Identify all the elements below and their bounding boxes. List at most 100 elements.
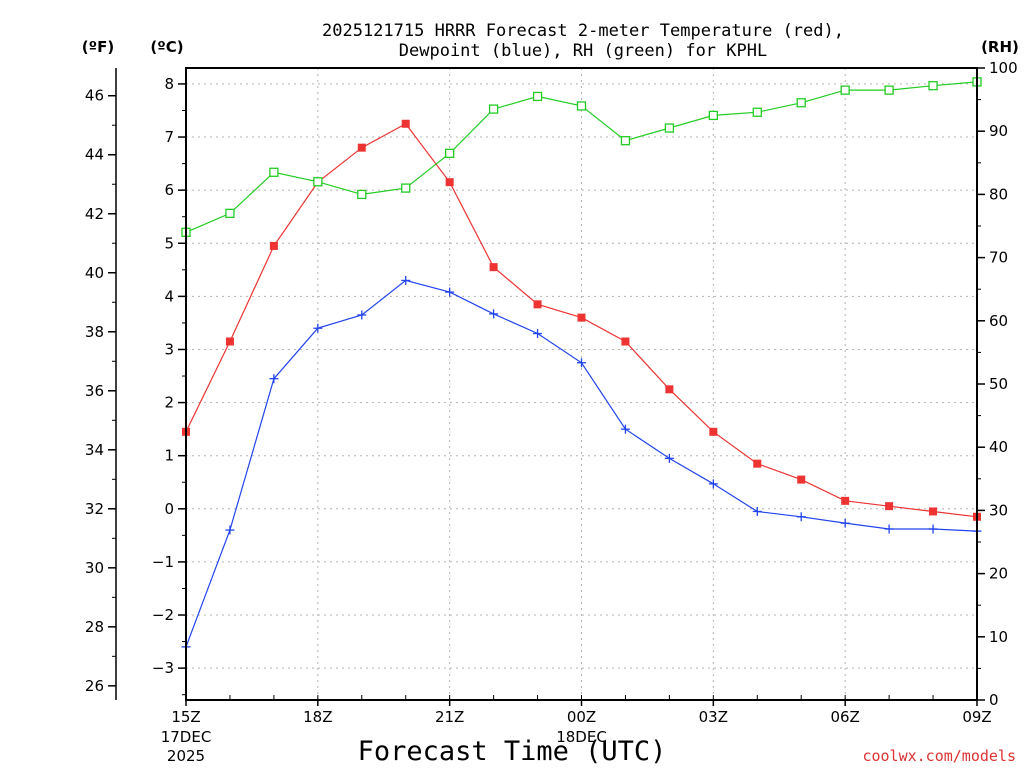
f-tick-label: 34 (85, 441, 104, 459)
dewpoint-point (708, 479, 718, 489)
x-axis-title: Forecast Time (UTC) (358, 736, 667, 767)
chart-title-line2: Dewpoint (blue), RH (green) for KPHL (399, 41, 767, 61)
dewpoint-point (269, 374, 279, 384)
rh-tick-label: 0 (989, 691, 999, 709)
temperature-point (841, 496, 850, 505)
dewpoint-point (620, 424, 630, 434)
c-tick-label: 6 (164, 181, 174, 199)
f-tick-label: 40 (85, 264, 104, 282)
c-tick-label: 7 (164, 128, 174, 146)
rh-point (532, 91, 543, 102)
celsius-unit-label: (ºC) (150, 38, 183, 56)
temperature-point (357, 143, 366, 152)
temperature-point (753, 459, 762, 468)
rh-tick-label: 80 (989, 185, 1008, 203)
c-tick-label: 4 (164, 287, 174, 305)
rh-unit-label: (RH) (981, 38, 1019, 56)
rh-point (225, 208, 235, 219)
temperature-point (885, 502, 894, 511)
dewpoint-point (840, 518, 850, 528)
f-tick-label: 46 (85, 87, 104, 105)
dewpoint-point (884, 524, 894, 534)
c-tick-label: 5 (164, 234, 174, 252)
c-tick-label: 3 (164, 340, 174, 358)
dewpoint-point (357, 310, 367, 320)
dewpoint-point (401, 275, 411, 285)
f-tick-label: 36 (85, 382, 104, 400)
x-tick-label: 06Z (830, 708, 859, 726)
rh-point (928, 81, 938, 91)
c-tick-label: −3 (152, 659, 174, 677)
fahrenheit-unit-label: (ºF) (82, 38, 114, 56)
c-tick-label: 8 (164, 75, 174, 93)
temperature-point (445, 178, 454, 187)
f-tick-label: 28 (85, 618, 104, 636)
f-tick-label: 42 (85, 205, 104, 223)
x-tick-label: 09Z (962, 708, 991, 726)
x-tick-label: 18Z (303, 708, 332, 726)
rh-tick-label: 90 (989, 122, 1008, 140)
rh-point (313, 177, 323, 187)
c-tick-label: 2 (164, 394, 174, 412)
dewpoint-point (928, 524, 938, 534)
f-tick-label: 32 (85, 500, 104, 518)
dewpoint-point (664, 453, 674, 463)
x-tick-label: 21Z (435, 708, 464, 726)
dewpoint-point (796, 512, 806, 522)
rh-point (796, 98, 806, 108)
x-date-label: 18DEC (556, 728, 607, 746)
dewpoint-point (489, 309, 499, 319)
rh-point (620, 136, 631, 146)
rh-point (708, 110, 718, 121)
plot-frame (185, 67, 978, 701)
f-tick-label: 26 (85, 677, 104, 695)
rh-tick-label: 100 (989, 59, 1018, 77)
temperature-point (577, 313, 586, 322)
temperature-point (225, 337, 234, 346)
rh-point (664, 123, 675, 133)
dewpoint-point (577, 358, 586, 368)
c-tick-label: 1 (164, 447, 174, 465)
dewpoint-point (225, 525, 235, 535)
temperature-point (533, 300, 542, 309)
rh-tick-label: 40 (989, 438, 1008, 456)
chart-title-line1: 2025121715 HRRR Forecast 2-meter Tempera… (322, 21, 844, 41)
dewpoint-point (313, 323, 323, 333)
rh-tick-label: 50 (989, 375, 1008, 393)
c-tick-label: −2 (152, 606, 174, 624)
temperature-point (269, 241, 278, 250)
temperature-point (665, 385, 674, 394)
c-tick-label: −1 (152, 553, 174, 571)
f-tick-label: 44 (85, 146, 104, 164)
rh-point (884, 85, 894, 95)
x-tick-label: 15Z (171, 708, 200, 726)
rh-point (840, 85, 850, 95)
temperature-point (797, 475, 806, 484)
x-tick-label: 03Z (699, 708, 728, 726)
temperature-point (929, 507, 938, 516)
dewpoint-point (533, 329, 543, 339)
series-layer (181, 77, 982, 652)
x-tick-label: 00Z (567, 708, 596, 726)
rh-point (752, 107, 762, 117)
rh-point (269, 167, 279, 177)
rh-point (401, 183, 411, 193)
dewpoint-point (445, 287, 455, 297)
f-tick-label: 30 (85, 559, 104, 577)
rh-point (445, 148, 455, 158)
temperature-point (709, 427, 718, 436)
grid-layer (186, 68, 977, 700)
f-tick-label: 38 (85, 323, 104, 341)
watermark: coolwx.com/models (862, 747, 1016, 765)
dewpoint-point (752, 506, 762, 516)
temperature-point (621, 337, 630, 346)
rh-tick-label: 70 (989, 249, 1008, 267)
rh-point (357, 189, 367, 200)
x-date-label: 17DEC (161, 728, 212, 746)
x-year-label: 2025 (167, 747, 205, 765)
rh-point (488, 104, 499, 114)
temperature-point (489, 263, 498, 272)
temperature-point (401, 119, 410, 128)
